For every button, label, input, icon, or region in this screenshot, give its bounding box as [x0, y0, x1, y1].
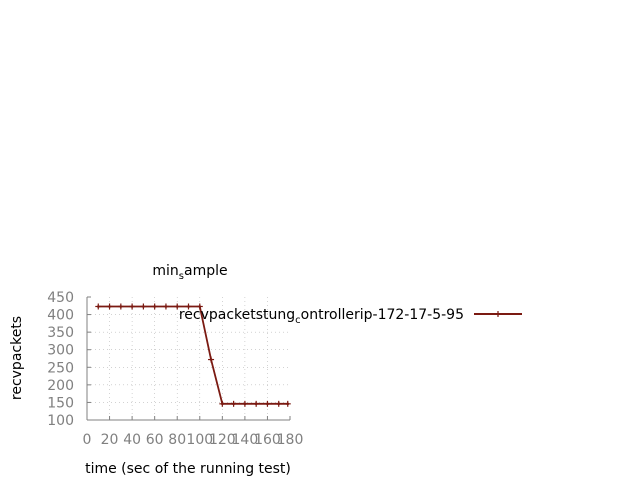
legend: recvpacketstungcontrollerip-172-17-5-95 — [179, 307, 522, 326]
data-point — [253, 400, 260, 407]
x-tick-label: 140 — [232, 432, 259, 448]
data-point — [174, 303, 181, 310]
data-point — [185, 303, 192, 310]
y-tick-label: 300 — [47, 343, 74, 359]
series-lines — [95, 303, 291, 407]
legend-label: recvpacketstungcontrollerip-172-17-5-95 — [179, 307, 464, 326]
data-point — [129, 303, 136, 310]
axes — [86, 296, 291, 421]
x-tick-label: 120 — [209, 432, 236, 448]
data-point — [117, 303, 124, 310]
data-point — [284, 400, 291, 407]
tick-labels: 0 20 40 60 80 1001201401601801001502002503003… — [47, 290, 303, 448]
x-tick-label: 20 — [101, 432, 119, 448]
x-tick-label: 40 — [123, 432, 141, 448]
x-tick-label: 160 — [254, 432, 281, 448]
y-tick-label: 100 — [47, 413, 74, 429]
data-point — [140, 303, 147, 310]
legend-marker-point — [495, 311, 501, 317]
x-tick-label: 80 — [168, 432, 186, 448]
data-point — [230, 400, 237, 407]
x-axis-label: time (sec of the running test) — [85, 461, 291, 477]
y-tick-label: 150 — [47, 395, 74, 411]
x-tick-label: 0 — [83, 432, 92, 448]
y-tick-label: 250 — [47, 360, 74, 376]
x-tick-label: 60 — [146, 432, 164, 448]
data-point — [241, 400, 248, 407]
data-point — [196, 303, 203, 310]
data-point — [151, 303, 158, 310]
y-axis-label: recvpackets — [9, 316, 25, 400]
data-point — [95, 303, 102, 310]
x-tick-label: 100 — [186, 432, 213, 448]
data-point — [275, 400, 282, 407]
y-tick-label: 350 — [47, 325, 74, 341]
y-tick-label: 200 — [47, 378, 74, 394]
y-tick-label: 400 — [47, 308, 74, 324]
data-point — [162, 303, 169, 310]
legend-swatch-marker — [495, 311, 501, 317]
data-point — [264, 400, 271, 407]
x-tick-label: 180 — [277, 432, 304, 448]
data-point — [106, 303, 113, 310]
data-point — [219, 400, 226, 407]
grid — [87, 297, 290, 420]
data-point — [208, 356, 215, 363]
y-tick-label: 450 — [47, 290, 74, 306]
chart-title: minsample — [152, 263, 227, 282]
